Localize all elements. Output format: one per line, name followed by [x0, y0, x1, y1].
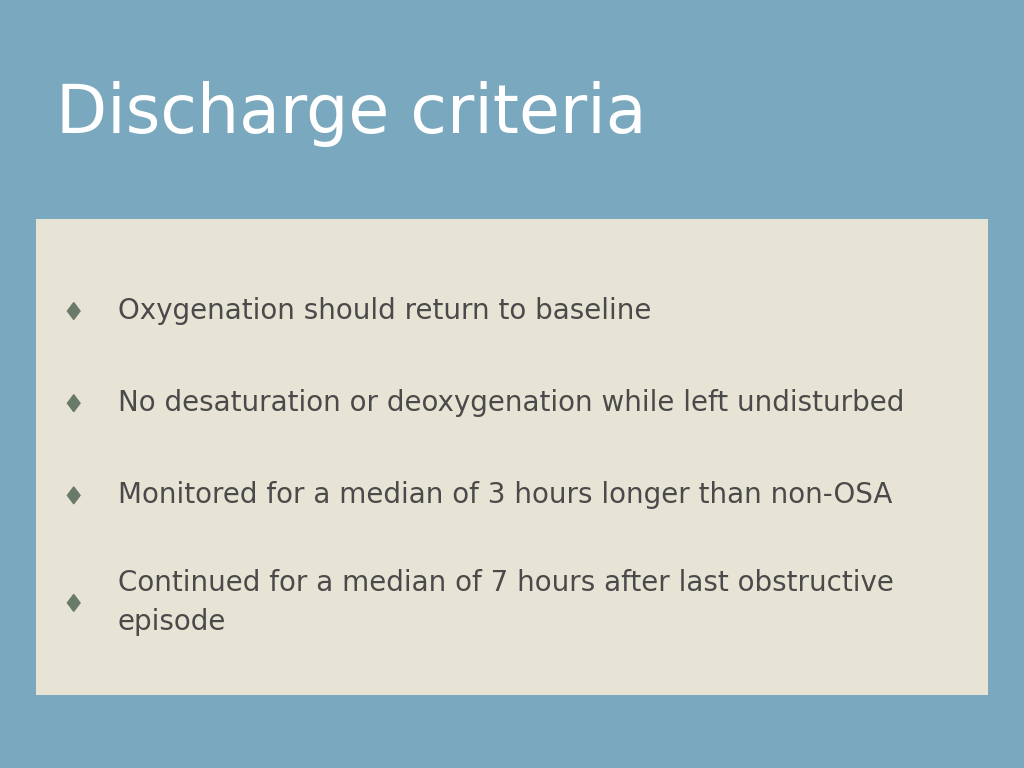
- Text: Oxygenation should return to baseline: Oxygenation should return to baseline: [118, 297, 651, 325]
- Polygon shape: [68, 303, 80, 319]
- Polygon shape: [68, 395, 80, 412]
- Text: No desaturation or deoxygenation while left undisturbed: No desaturation or deoxygenation while l…: [118, 389, 904, 417]
- FancyBboxPatch shape: [36, 219, 988, 695]
- Text: Discharge criteria: Discharge criteria: [56, 81, 647, 147]
- Polygon shape: [68, 487, 80, 504]
- Polygon shape: [68, 594, 80, 611]
- Text: Monitored for a median of 3 hours longer than non-OSA: Monitored for a median of 3 hours longer…: [118, 482, 892, 509]
- Text: Continued for a median of 7 hours after last obstructive
episode: Continued for a median of 7 hours after …: [118, 569, 894, 637]
